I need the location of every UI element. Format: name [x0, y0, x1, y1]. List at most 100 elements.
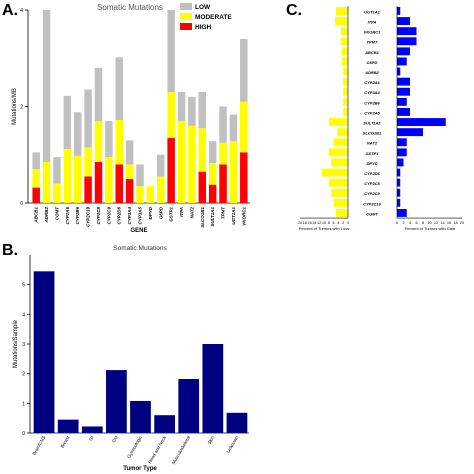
chart-b-bar: [106, 370, 127, 433]
chart-a-bar-high: [32, 187, 40, 203]
chart-a-x-tick-label: CYP3A5: [138, 207, 143, 225]
chart-c-category-label: CYP2C8: [364, 181, 380, 186]
chart-a-bar-low: [136, 164, 144, 187]
chart-a-bar-high: [240, 152, 248, 203]
chart-c-bar-loss: [343, 108, 348, 116]
chart-c-bar-loss: [333, 138, 348, 147]
chart-c-right-tick-label: 6: [415, 221, 417, 225]
chart-a-x-tick-label: CYP2B6: [75, 207, 80, 225]
chart-c-bar-gain: [397, 47, 410, 56]
chart-a-bar-low: [198, 92, 207, 129]
chart-a-bar-low: [115, 57, 123, 121]
chart-a-bar-low: [73, 112, 82, 156]
chart-b-y-tick-label: 5: [22, 283, 25, 289]
chart-b-bar: [178, 379, 200, 433]
chart-c-bar-loss: [340, 27, 348, 36]
chart-c-category-label: CYP2B6: [364, 100, 380, 105]
chart-c-left-tick-label: 18: [303, 221, 307, 225]
chart-c-category-label: CYP2C19: [363, 201, 382, 206]
chart-a-x-tick-label: G6PD: [158, 206, 163, 219]
chart-a-bar-moderate: [188, 125, 196, 203]
chart-a-bar-moderate: [94, 120, 103, 162]
chart-b-y-tick-label: 0: [22, 431, 25, 437]
chart-b-bar: [226, 412, 248, 433]
chart-c-left-tick-label: 8: [328, 221, 330, 225]
chart-a-bar-low: [105, 120, 113, 158]
chart-c-bar-loss: [328, 178, 348, 187]
chart-c-category-label: ABCB1: [364, 50, 380, 55]
chart-c-bar-gain: [397, 17, 410, 25]
chart-a-legend-swatch: [180, 3, 192, 10]
panel-b-label: B.: [2, 242, 18, 259]
chart-a-bar-low: [63, 95, 72, 149]
chart-a-bar-high: [94, 161, 103, 203]
chart-a-bar-low: [42, 10, 51, 162]
chart-a-bar-moderate: [73, 155, 82, 203]
chart-a-bar-low: [94, 67, 103, 121]
chart-a-x-tick-label: ITPA: [179, 207, 184, 217]
chart-a-x-tick-label: CYP2C9: [106, 207, 111, 225]
chart-c-right-tick-label: 14: [440, 221, 444, 225]
chart-c-category-label: COMT: [366, 211, 378, 216]
chart-a-legend-label: MODERATE: [195, 14, 232, 21]
chart-a-bar-high: [115, 164, 123, 203]
chart-a-x-tick-label: UGT1A1: [231, 207, 236, 225]
chart-a-y-tick-label: 0: [20, 201, 23, 207]
chart-b-x-tick-label: Gynecologic: [126, 434, 143, 459]
chart-a-x-tick-label: COMT: [54, 206, 59, 220]
chart-c-bar-loss: [331, 188, 348, 197]
chart-c-left-tick-label: 14: [312, 221, 316, 225]
chart-a-bar-moderate: [125, 164, 134, 179]
chart-c-left-tick-label: 0: [347, 221, 349, 225]
chart-c-bar-loss: [321, 168, 348, 177]
chart-b-y-tick-label: 1: [22, 401, 25, 407]
chart-a-x-tick-label: SULT1A1: [210, 207, 215, 227]
chart-c-category-label: SLCO1B1: [363, 131, 382, 136]
chart-c-bar-gain: [397, 168, 401, 177]
chart-a-bar-high: [167, 137, 175, 203]
chart-c-bar-loss: [343, 87, 348, 96]
chart-c-left-tick-label: 2: [342, 221, 344, 225]
chart-a-bar-low: [229, 114, 238, 142]
chart-c-right-tick-label: 8: [422, 221, 424, 225]
chart-a-bar-low: [167, 10, 175, 93]
chart-a-bar-low: [219, 106, 227, 143]
chart-c-bar-gain: [397, 97, 407, 106]
chart-c-left-tick-label: 10: [322, 221, 326, 225]
chart-b-bar: [81, 426, 103, 433]
chart-a-bar-moderate: [240, 101, 248, 153]
chart-c-right-tick-label: 20: [460, 221, 464, 225]
chart-a-x-tick-label: CYP2C8: [96, 207, 101, 225]
chart-a-bar-low: [32, 152, 40, 170]
chart-c-left-x-label: Percent of Tumors with Loss: [299, 226, 349, 231]
chart-b-bar: [33, 271, 55, 433]
chart-a-x-tick-label: VKORC1: [241, 207, 246, 226]
chart-a-bar-moderate: [229, 141, 238, 203]
chart-c-bar-gain: [397, 57, 407, 66]
chart-a-bar-moderate: [219, 142, 227, 165]
chart-c-bar-gain: [397, 138, 407, 147]
chart-c-bar-gain: [397, 77, 410, 86]
chart-a-bar-high: [125, 178, 134, 203]
chart-c-bar-gain: [397, 87, 410, 96]
chart-b-bar: [57, 419, 79, 433]
chart-a-x-tick-label: NAT2: [189, 207, 194, 219]
chart-a-legend-swatch: [180, 23, 192, 30]
chart-c-bar-gain: [397, 178, 401, 187]
chart-c-bar-loss: [328, 118, 348, 126]
chart-a-bar-moderate: [146, 186, 155, 203]
chart-c-category-label: CYP3A4: [364, 90, 380, 95]
chart-c-bar-gain: [397, 7, 401, 15]
chart-c-bar-loss: [331, 158, 348, 167]
chart-b-x-label: Tumor Type: [123, 466, 157, 472]
chart-a-x-tick-label: CYP2A6: [65, 207, 70, 225]
chart-a-legend-label: HIGH: [195, 24, 212, 31]
chart-a-bar-low: [53, 157, 61, 184]
chart-b-bar: [130, 400, 151, 433]
chart-c-bar-loss: [340, 37, 348, 46]
chart-c-right-tick-label: 0: [396, 221, 398, 225]
chart-a-bar-moderate: [42, 161, 51, 203]
chart-a-bar-moderate: [115, 120, 123, 165]
chart-a-bar-moderate: [84, 147, 92, 177]
